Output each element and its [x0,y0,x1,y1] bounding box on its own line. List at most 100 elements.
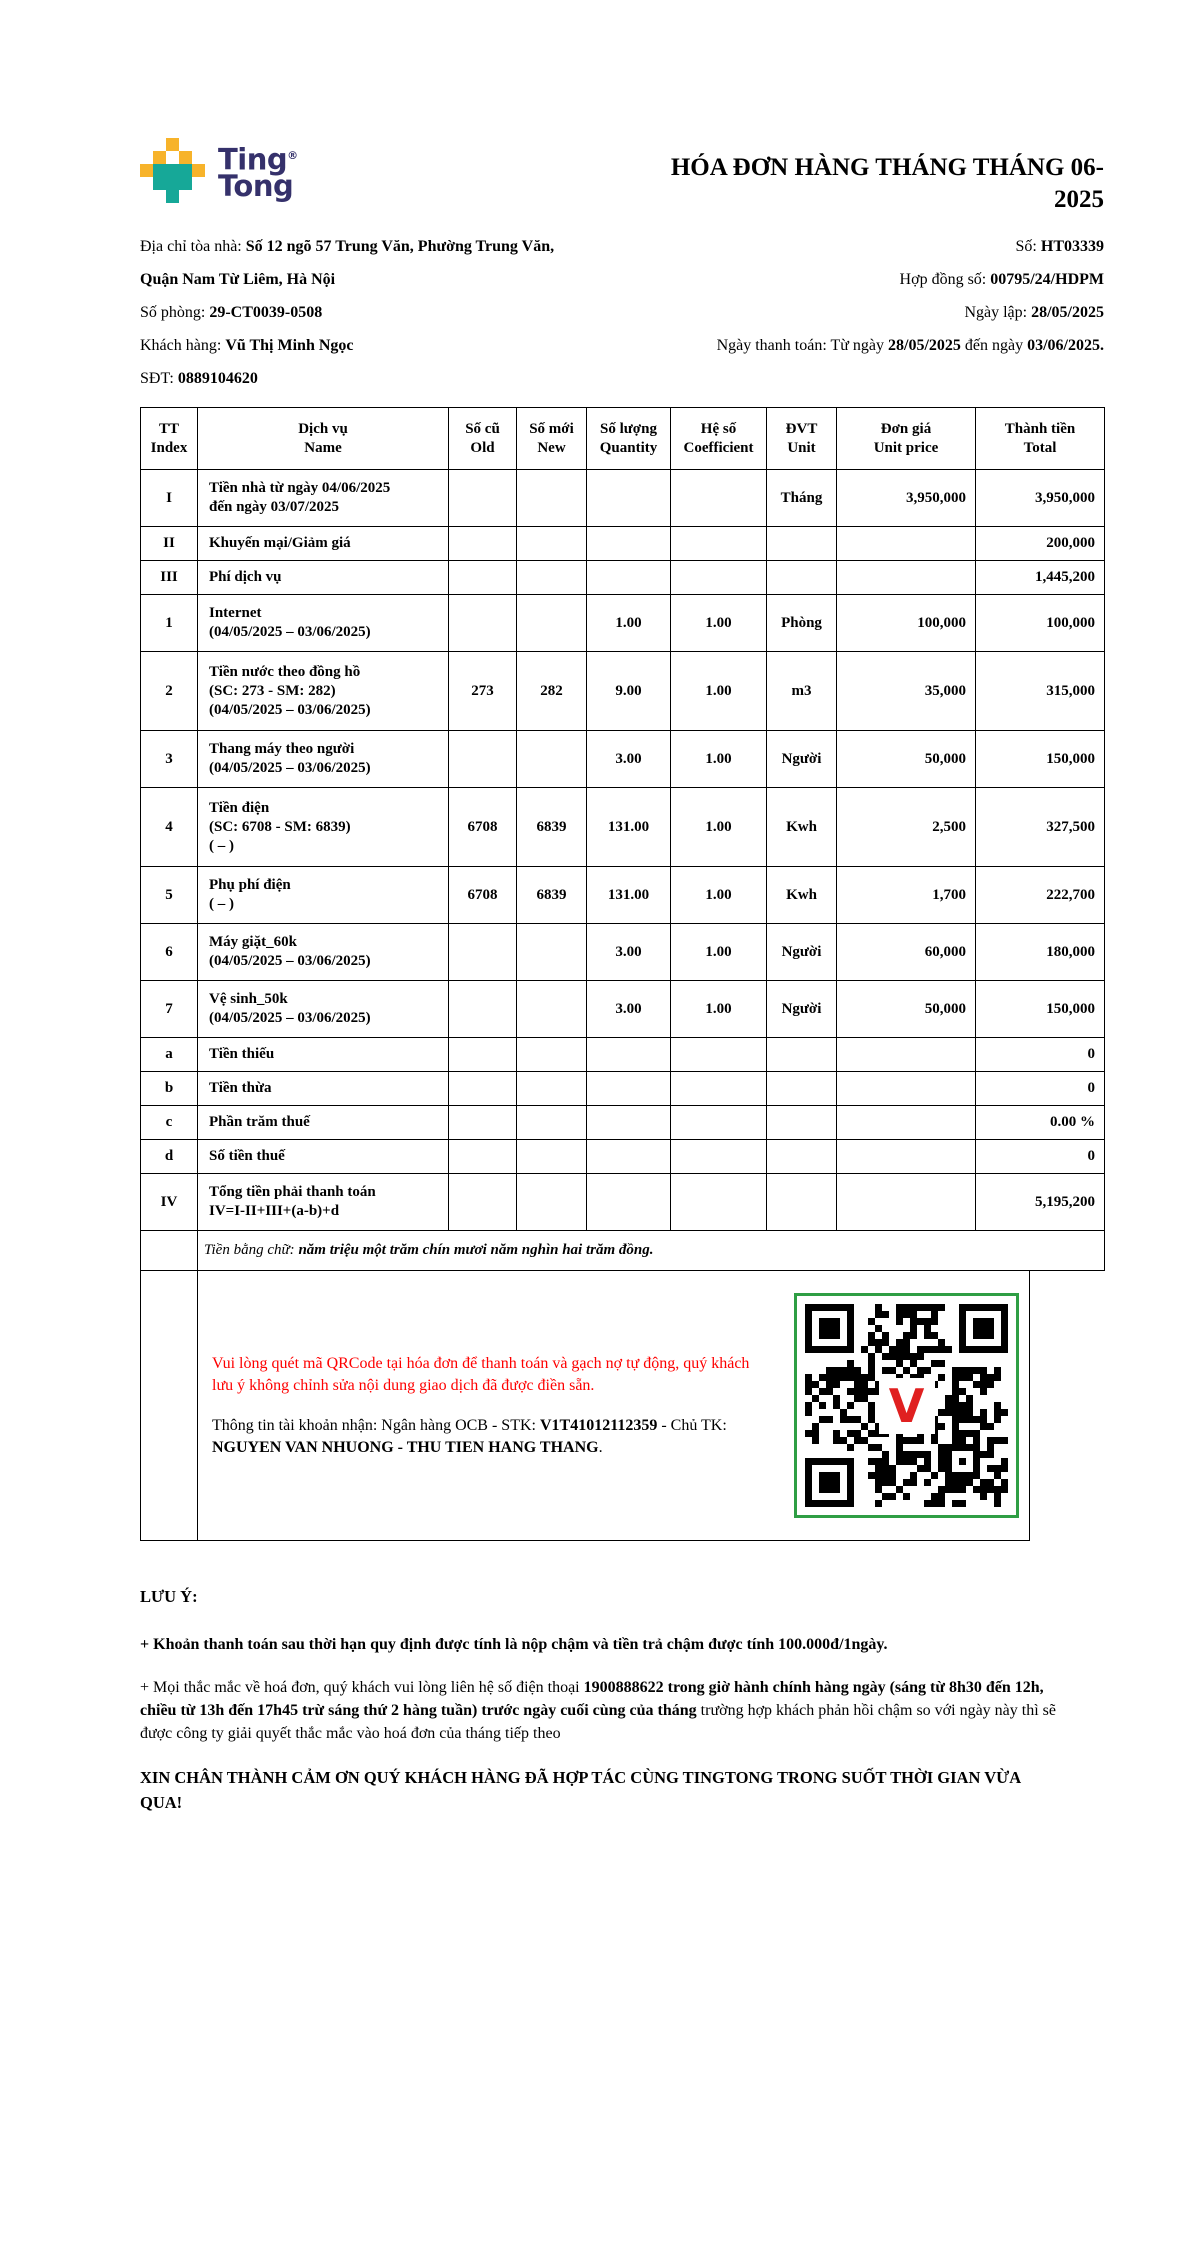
column-header-line: Dịch vụ [298,420,348,437]
cell-index: I [140,469,198,527]
text-segment: + Mọi thắc mắc về hoá đơn, quý khách vui… [140,1679,584,1696]
cell-index: d [140,1139,198,1174]
cell-coef: 1.00 [670,923,767,981]
column-header-line: Unit [787,439,816,456]
text-segment: + Khoản thanh toán sau thời hạn quy định… [140,1636,888,1653]
cell-index: b [140,1071,198,1106]
text-segment: Ngày lập: [964,304,1032,321]
cell-old [448,594,517,652]
cell-new [516,1105,587,1140]
cell-index: 1 [140,594,198,652]
cell-coef [670,1037,767,1072]
cell-total: 1,445,200 [975,560,1105,595]
cell-coef: 1.00 [670,787,767,867]
footer-heading: LƯU Ý: [140,1587,198,1606]
service-line: (04/05/2025 – 03/06/2025) [209,953,371,969]
text-segment: 00795/24/HDPM [990,271,1104,288]
column-header-line: Hệ số [700,420,737,437]
cell-service: Phụ phí điện ( – ) [197,866,449,924]
cell-unit: Kwh [766,866,837,924]
column-header: Hệ số Coefficient [670,407,767,470]
cell-index: 4 [140,787,198,867]
cell-coef [670,469,767,527]
service-line: Phí dịch vụ [209,569,282,585]
cell-price [836,1071,976,1106]
qr-center-logo: V [878,1377,935,1434]
cell-index: III [140,560,198,595]
service-line: Thang máy theo người [209,741,355,757]
info-right: Ngày lập: 28/05/2025 [964,296,1104,329]
service-line: (SC: 273 - SM: 282) [209,682,336,699]
cell-qty [586,560,671,595]
cell-index: IV [140,1173,198,1231]
cell-coef [670,1071,767,1106]
cell-old [448,1037,517,1072]
cell-unit [766,1173,837,1231]
cell-coef: 1.00 [670,980,767,1038]
cell-old [448,1139,517,1174]
cell-service: Tiền nước theo đồng hồ (SC: 273 - SM: 282… [197,651,449,731]
text-segment: HT03339 [1040,238,1104,255]
info-row: Số phòng: 29-CT0039-0508 Ngày lập: 28/05/… [140,296,1104,329]
text-segment: Khách hàng: [140,337,226,354]
cell-price: 35,000 [836,651,976,731]
column-header-line: Total [1023,439,1057,456]
wordmark-text-ting: Ting [218,142,288,177]
invoice-title-line1: HÓA ĐƠN HÀNG THÁNG THÁNG 06- [670,154,1104,181]
cell-index: 3 [140,730,198,788]
logo-pixel [153,151,166,164]
text-segment: trường hợp khách phản hồi chậm so với ng… [140,1702,1056,1742]
cell-total: 327,500 [975,787,1105,867]
text-segment: Địa chỉ tòa nhà: [140,238,246,255]
info-left: SĐT: 0889104620 [140,362,258,395]
cell-qty [586,1139,671,1174]
cell-unit [766,1071,837,1106]
column-header: Số cũ Old [448,407,517,470]
cell-price: 3,950,000 [836,469,976,527]
cell-new: 6839 [516,787,587,867]
table-row: 2 Tiền nước theo đồng hồ (SC: 273 - SM: 28… [140,651,1105,731]
cell-coef [670,560,767,595]
cell-index: 7 [140,980,198,1038]
cell-total: 0 [975,1071,1105,1106]
invoice-title-line2: 2025 [1054,186,1104,213]
logo-pixel [140,164,153,177]
cell-total: 200,000 [975,526,1105,561]
cell-service: Phần trăm thuế [197,1105,449,1140]
service-line: IV=I-II+III+(a-b)+d [209,1203,340,1219]
info-left: Địa chỉ tòa nhà: Số 12 ngõ 57 Trung Văn,… [140,230,554,263]
cell-service: Tiền thiếu [197,1037,449,1072]
cell-qty: 131.00 [586,787,671,867]
cell-total: 180,000 [975,923,1105,981]
info-row: Quận Nam Từ Liêm, Hà Nội Hợp đồng số: 007… [140,263,1104,296]
qr-code: V [794,1293,1019,1518]
cell-service: Tổng tiền phải thanh toán IV=I-II+III+(a-… [197,1173,449,1231]
column-header-line: Unit price [873,439,939,456]
text-segment: Quận Nam Từ Liêm, Hà Nội [140,271,336,288]
tingtong-logo: Ting® Tong [140,138,298,204]
logo-pixel [166,190,179,203]
cell-price [836,1139,976,1174]
cell-price [836,1037,976,1072]
amount-in-words-row: Tiền bằng chữ: năm triệu một trăm chín m… [140,1230,1105,1271]
text-segment: NGUYEN VAN NHUONG - THU TIEN HANG THANG [212,1438,599,1456]
cell-index: II [140,526,198,561]
cell-total: 150,000 [975,730,1105,788]
table-row: b Tiền thừa 0 [140,1071,1105,1106]
cell-index [140,1230,198,1271]
cell-unit: Phòng [766,594,837,652]
service-line: Phụ phí điện [209,877,291,893]
text-segment: Tiền bằng chữ: [204,1242,299,1258]
service-line: (SC: 6708 - SM: 6839) [209,818,351,835]
cell-price [836,526,976,561]
cell-price: 100,000 [836,594,976,652]
cell-old [448,1173,517,1231]
column-header-line: Số mới [529,420,574,437]
cell-new: 6839 [516,866,587,924]
table-row: 7 Vệ sinh_50k (04/05/2025 – 03/06/2025) 3.0… [140,980,1105,1038]
info-row: SĐT: 0889104620 [140,362,1104,395]
cell-coef [670,526,767,561]
cell-price: 50,000 [836,980,976,1038]
text-segment: Ngày thanh toán: Từ ngày [716,337,889,354]
text-segment: 03/06/2025. [1027,337,1104,354]
